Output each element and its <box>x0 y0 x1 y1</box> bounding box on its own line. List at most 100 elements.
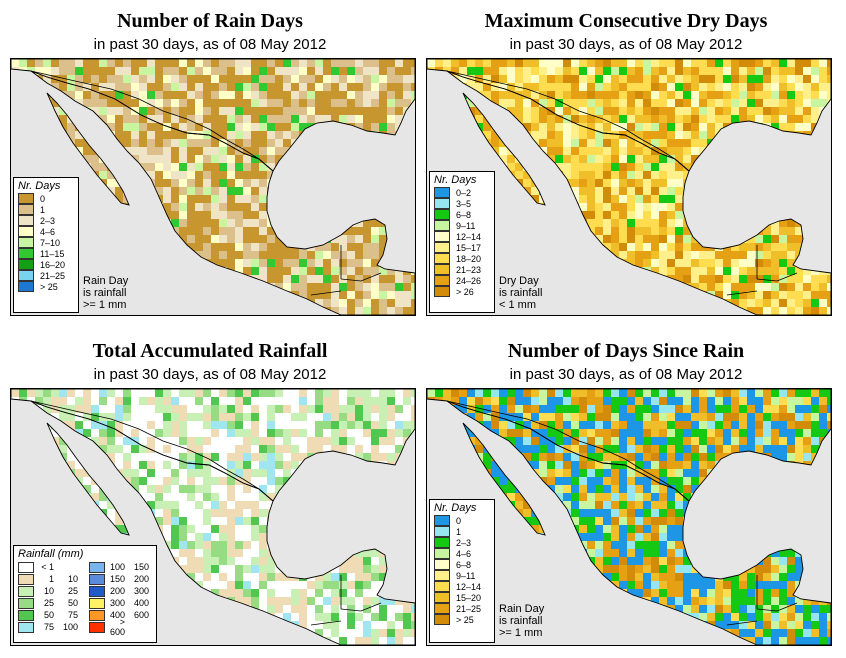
legend-swatch <box>89 585 105 597</box>
legend-label: 21–23 <box>456 264 482 275</box>
legend-title: Nr. Days <box>434 502 477 514</box>
legend-range-high: 75 <box>67 610 78 620</box>
legend-item: 21–23 <box>430 264 494 275</box>
legend-swatch <box>89 621 105 633</box>
legend-item: 0–2 <box>430 187 494 198</box>
legend-swatch <box>434 209 450 220</box>
legend-item: 15–17 <box>430 242 494 253</box>
legend: Nr. Days 0 1 2–3 4–6 6–8 9–11 12–14 15–20 21–25 >… <box>429 499 495 643</box>
legend-range-low: 10 <box>43 586 54 596</box>
legend-range-low: 75 <box>43 622 54 632</box>
legend-label: 15–20 <box>456 592 482 603</box>
legend-label: 1 <box>456 526 462 537</box>
legend-swatch <box>434 570 450 581</box>
legend-label: 9–11 <box>456 570 476 581</box>
legend-range-high: 400 <box>133 598 149 608</box>
legend-swatch <box>18 204 34 215</box>
legend-label: > 25 <box>456 614 474 625</box>
legend-swatch <box>18 259 34 270</box>
legend-swatch <box>434 187 450 198</box>
panel-rain-days: Number of Rain Days in past 30 days, as … <box>0 0 420 320</box>
coastline <box>46 422 130 536</box>
legend-swatch <box>18 215 34 226</box>
legend-item: 75 100 <box>18 621 81 633</box>
legend-range-low: > 600 <box>109 617 125 637</box>
legend-range-low: 50 <box>43 610 54 620</box>
legend-swatch <box>89 561 105 573</box>
legend-note: Rain Day is rainfall >= 1 mm <box>83 275 128 311</box>
legend-label: 4–6 <box>40 226 56 237</box>
legend-range-low: 1 <box>48 574 54 584</box>
national-border <box>756 272 798 282</box>
legend-swatch <box>18 226 34 237</box>
legend-swatch <box>89 597 105 609</box>
legend-item: 3–5 <box>430 198 494 209</box>
national-border <box>208 458 274 502</box>
legend-item: 1 10 <box>18 573 81 585</box>
legend-item: > 600 <box>89 617 152 637</box>
legend-label: 6–8 <box>456 559 472 570</box>
legend-range-high: 600 <box>133 610 149 620</box>
map-rainfall: Rainfall (mm) < 1 100 150 1 10 150 200 10 25 200 3… <box>10 388 416 646</box>
legend: Rainfall (mm) < 1 100 150 1 10 150 200 10 25 200 3… <box>13 545 157 643</box>
note-line: >= 1 mm <box>499 627 543 639</box>
legend-item: 21–25 <box>430 603 494 614</box>
legend-item: > 26 <box>430 286 494 297</box>
panel-title: Number of Rain Days <box>117 10 303 32</box>
legend-swatch <box>18 621 34 633</box>
panel-subtitle: in past 30 days, as of 08 May 2012 <box>509 366 743 383</box>
legend-swatch <box>18 573 34 585</box>
legend: Nr. Days 0–2 3–5 6–8 9–11 12–14 15–17 18–20 21–… <box>429 171 495 313</box>
legend-item: 0 <box>14 193 78 204</box>
legend-label: 21–25 <box>456 603 482 614</box>
national-border <box>30 400 210 460</box>
legend-item: 0 <box>430 515 494 526</box>
panel-subtitle: in past 30 days, as of 08 May 2012 <box>93 36 327 53</box>
map-dry-days: Nr. Days 0–2 3–5 6–8 9–11 12–14 15–17 18–20 21–… <box>426 58 832 316</box>
legend-swatch <box>434 198 450 209</box>
legend-swatch <box>18 270 34 281</box>
legend-label: 4–6 <box>456 548 472 559</box>
legend-swatch <box>434 603 450 614</box>
legend-swatch <box>434 559 450 570</box>
legend-item: 10 25 <box>18 585 81 597</box>
legend-label: 18–20 <box>456 253 482 264</box>
national-border <box>208 128 274 172</box>
legend-label: 12–14 <box>456 231 482 242</box>
legend-range-low: < 1 <box>41 562 54 572</box>
legend-range-low: 400 <box>109 610 125 620</box>
legend-item: 9–11 <box>430 220 494 231</box>
national-border <box>624 128 690 172</box>
legend-label: 6–8 <box>456 209 472 220</box>
legend-item: 200 300 <box>89 585 152 597</box>
legend-item: 21–25 <box>14 270 78 281</box>
legend-note: Rain Day is rainfall >= 1 mm <box>499 603 544 639</box>
legend-range-low: 150 <box>109 574 125 584</box>
legend-swatch <box>434 220 450 231</box>
legend-swatch <box>434 592 450 603</box>
legend-label: > 25 <box>40 281 58 292</box>
legend-item: 100 150 <box>89 561 152 573</box>
note-line: Dry Day <box>499 275 539 287</box>
legend-item: 24–26 <box>430 275 494 286</box>
legend-range-high: 200 <box>133 574 149 584</box>
legend-item: 15–20 <box>430 592 494 603</box>
panel-subtitle: in past 30 days, as of 08 May 2012 <box>509 36 743 53</box>
legend: Nr. Days 0 1 2–3 4–6 7–10 11–15 16–20 21–25 > 25 <box>13 177 79 313</box>
coastline <box>30 400 415 645</box>
panel-since-rain: Number of Days Since Rain in past 30 day… <box>416 330 836 650</box>
legend-item: 16–20 <box>14 259 78 270</box>
legend-range-high: 10 <box>67 574 78 584</box>
legend-range-high: 100 <box>62 622 78 632</box>
legend-label: 0 <box>456 515 462 526</box>
legend-label: 12–14 <box>456 581 482 592</box>
panel-subtitle: in past 30 days, as of 08 May 2012 <box>93 366 327 383</box>
national-border <box>624 458 690 502</box>
legend-swatch <box>434 581 450 592</box>
national-border <box>446 70 626 130</box>
legend-swatch <box>18 561 34 573</box>
legend-item: 9–11 <box>430 570 494 581</box>
legend-label: 0 <box>40 193 46 204</box>
panel-title: Maximum Consecutive Dry Days <box>484 10 768 32</box>
coastline <box>446 70 831 315</box>
